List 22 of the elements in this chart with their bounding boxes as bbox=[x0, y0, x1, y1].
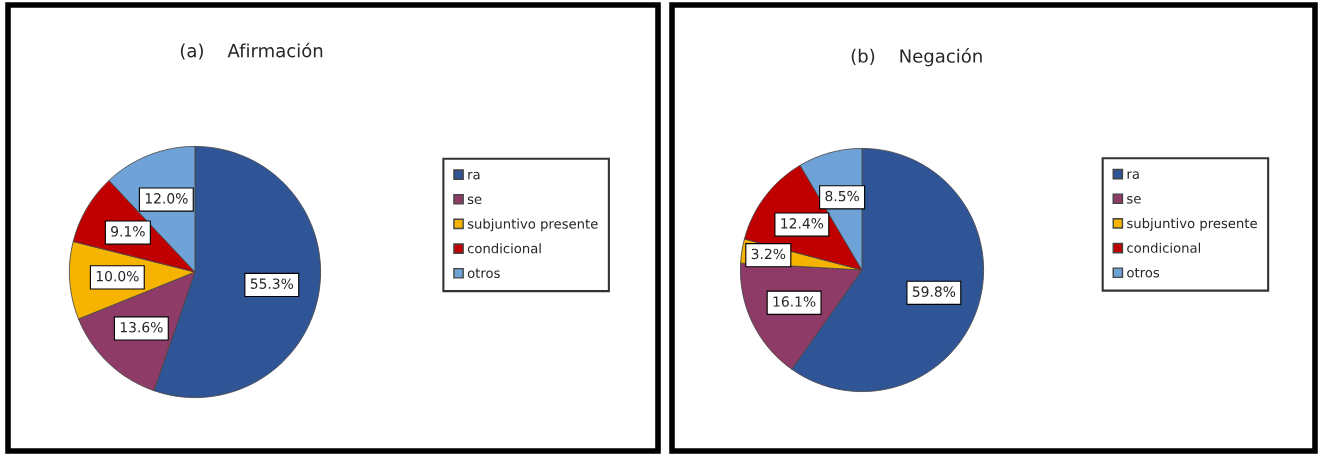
data-label: 12.0% bbox=[145, 193, 188, 204]
data-label: 12.4% bbox=[781, 218, 824, 229]
legend-label: ra bbox=[468, 171, 480, 180]
legend-label: condicional bbox=[467, 243, 541, 254]
data-label: 16.1% bbox=[773, 296, 816, 307]
data-label: 9.1% bbox=[111, 226, 145, 237]
legend-label: se bbox=[1127, 196, 1141, 204]
data-label: 8.5% bbox=[825, 190, 859, 202]
legend-label: se bbox=[467, 196, 482, 205]
data-label: 3.2% bbox=[751, 248, 786, 260]
legend-label: subjuntivo presente bbox=[467, 218, 598, 232]
chart-title: (a) Afirmación bbox=[180, 42, 323, 60]
data-label: 59.8% bbox=[912, 286, 956, 297]
chart-title: (b) Negación bbox=[851, 48, 982, 67]
legend-label: condicional bbox=[1127, 242, 1201, 253]
data-label: 13.6% bbox=[120, 321, 163, 333]
data-label: 10.0% bbox=[96, 270, 139, 282]
legend-label: otros bbox=[467, 268, 500, 279]
data-label: 55.3% bbox=[250, 278, 294, 289]
legend-label: otros bbox=[1127, 268, 1160, 278]
legend-label: ra bbox=[1127, 171, 1139, 179]
legend-label: subjuntivo presente bbox=[1127, 218, 1257, 231]
